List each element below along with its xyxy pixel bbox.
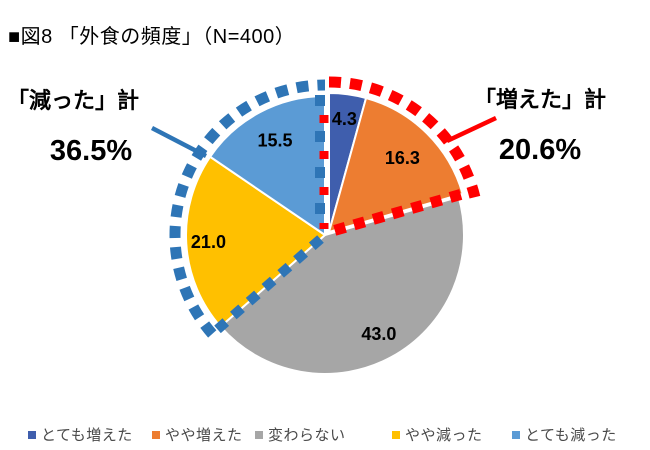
legend-label: やや増えた (165, 427, 243, 444)
legend-label: やや減った (405, 427, 483, 444)
legend-swatch-icon (152, 430, 160, 439)
legend-swatch-icon (392, 430, 400, 439)
legend-item-1: とても増えた (28, 424, 133, 445)
pie-data-label: 16.3 (385, 148, 420, 168)
legend-item-4: やや減った (392, 424, 483, 445)
legend-swatch-icon (512, 430, 520, 439)
annotation-decreased-value: 36.5% (49, 135, 133, 167)
figure-title: ■図8 「外食の頻度」（N=400） (8, 26, 296, 48)
decreased-group-dash-radial-side (211, 231, 329, 336)
legend-label: 変わらない (268, 427, 346, 444)
pie-data-label: 15.5 (257, 130, 292, 150)
increased-leader-line (446, 115, 497, 144)
legend-label: とても減った (525, 427, 617, 444)
pie-data-label: 43.0 (361, 324, 396, 344)
increased-group-dash-radial-side (327, 186, 471, 238)
annotation-increased-label: 「増えた」計 (473, 87, 606, 112)
legend-swatch-icon (255, 430, 263, 439)
pie-data-label: 21.0 (191, 232, 226, 252)
annotation-decreased-total: 「減った」計 36.5% (3, 83, 143, 168)
pie-slice-2 (328, 97, 464, 233)
legend-item-2: やや増えた (152, 424, 243, 445)
pie-data-label: 4.3 (332, 109, 357, 129)
legend-label: とても増えた (41, 427, 133, 444)
annotation-decreased-label: 「減った」計 (6, 88, 139, 113)
legend-item-5: とても減った (512, 424, 617, 445)
increased-group-dash-arc (328, 76, 481, 199)
decreased-group-dash-arc (169, 79, 326, 338)
pie-slice-3 (219, 195, 465, 375)
pie-slice-4 (185, 155, 326, 328)
legend-item-3: 変わらない (255, 424, 346, 445)
legend-swatch-icon (28, 430, 36, 439)
annotation-increased-value: 20.6% (498, 134, 582, 166)
annotation-increased-total: 「増えた」計 20.6% (455, 82, 625, 167)
decreased-leader-line (150, 126, 208, 158)
